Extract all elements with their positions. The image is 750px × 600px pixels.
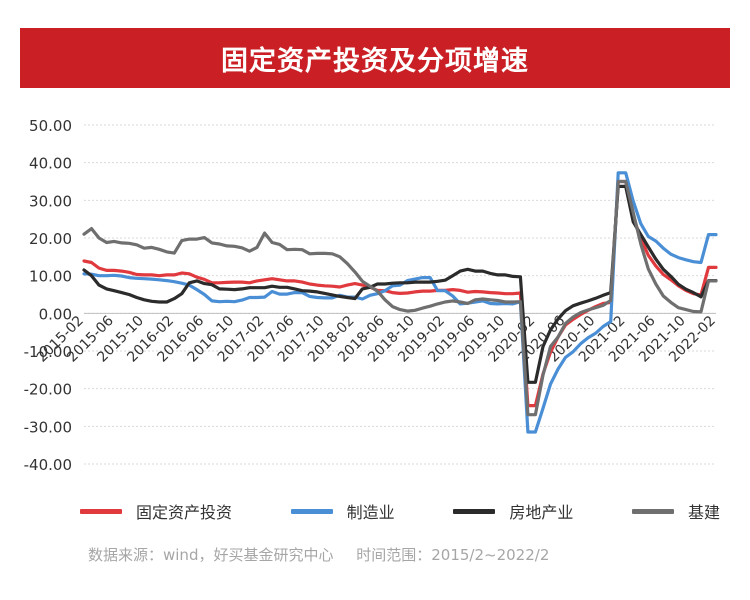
legend-swatch-manufacturing <box>290 508 333 514</box>
y-tick-label: 10.00 <box>29 268 72 286</box>
y-tick-label: 0.00 <box>39 305 72 323</box>
time-range-text: 时间范围：2015/2~2022/2 <box>356 546 550 564</box>
legend-item-investment: 固定资产投资 <box>80 499 232 523</box>
x-axis: 2015-022015-062015-102016-022016-062016-… <box>34 313 719 366</box>
legend-item-manufacturing: 制造业 <box>290 499 395 523</box>
legend-label-manufacturing: 制造业 <box>346 503 395 522</box>
y-tick-label: -40.00 <box>24 456 72 474</box>
legend-item-real-estate: 房地产业 <box>453 499 573 523</box>
y-tick-label: 50.00 <box>29 117 72 135</box>
legend-label-investment: 固定资产投资 <box>136 503 233 522</box>
title-banner: 固定资产投资及分项增速 <box>20 28 730 88</box>
series-lines <box>82 171 718 434</box>
y-tick-label: 40.00 <box>29 155 72 173</box>
legend-item-infrastructure: 基建 <box>631 499 720 523</box>
y-axis: 50.00 40.00 30.00 20.00 10.00 0.00 -10.00 -20.0… <box>24 117 72 474</box>
y-tick-label: 20.00 <box>29 230 72 248</box>
legend-label-infrastructure: 基建 <box>687 503 720 522</box>
legend-swatch-infrastructure <box>631 508 674 514</box>
data-source-text: 数据来源：wind，好买基金研究中心 <box>88 546 334 564</box>
legend: 固定资产投资 制造业 房地产业 基建 <box>80 498 720 524</box>
series-line-manufacturing <box>82 171 718 434</box>
legend-label-real-estate: 房地产业 <box>509 503 574 522</box>
y-tick-label: 30.00 <box>29 192 72 210</box>
y-tick-label: -30.00 <box>24 418 72 436</box>
legend-swatch-investment <box>80 508 122 514</box>
y-tick-label: -10.00 <box>24 343 72 361</box>
series-line-investment <box>82 179 718 408</box>
legend-swatch-real-estate <box>453 508 496 514</box>
y-tick-label: -20.00 <box>24 381 72 399</box>
series-line-infrastructure <box>82 179 718 417</box>
chart-title: 固定资产投资及分项增速 <box>221 45 529 77</box>
source-note: 数据来源：wind，好买基金研究中心 时间范围：2015/2~2022/2 <box>88 544 549 565</box>
